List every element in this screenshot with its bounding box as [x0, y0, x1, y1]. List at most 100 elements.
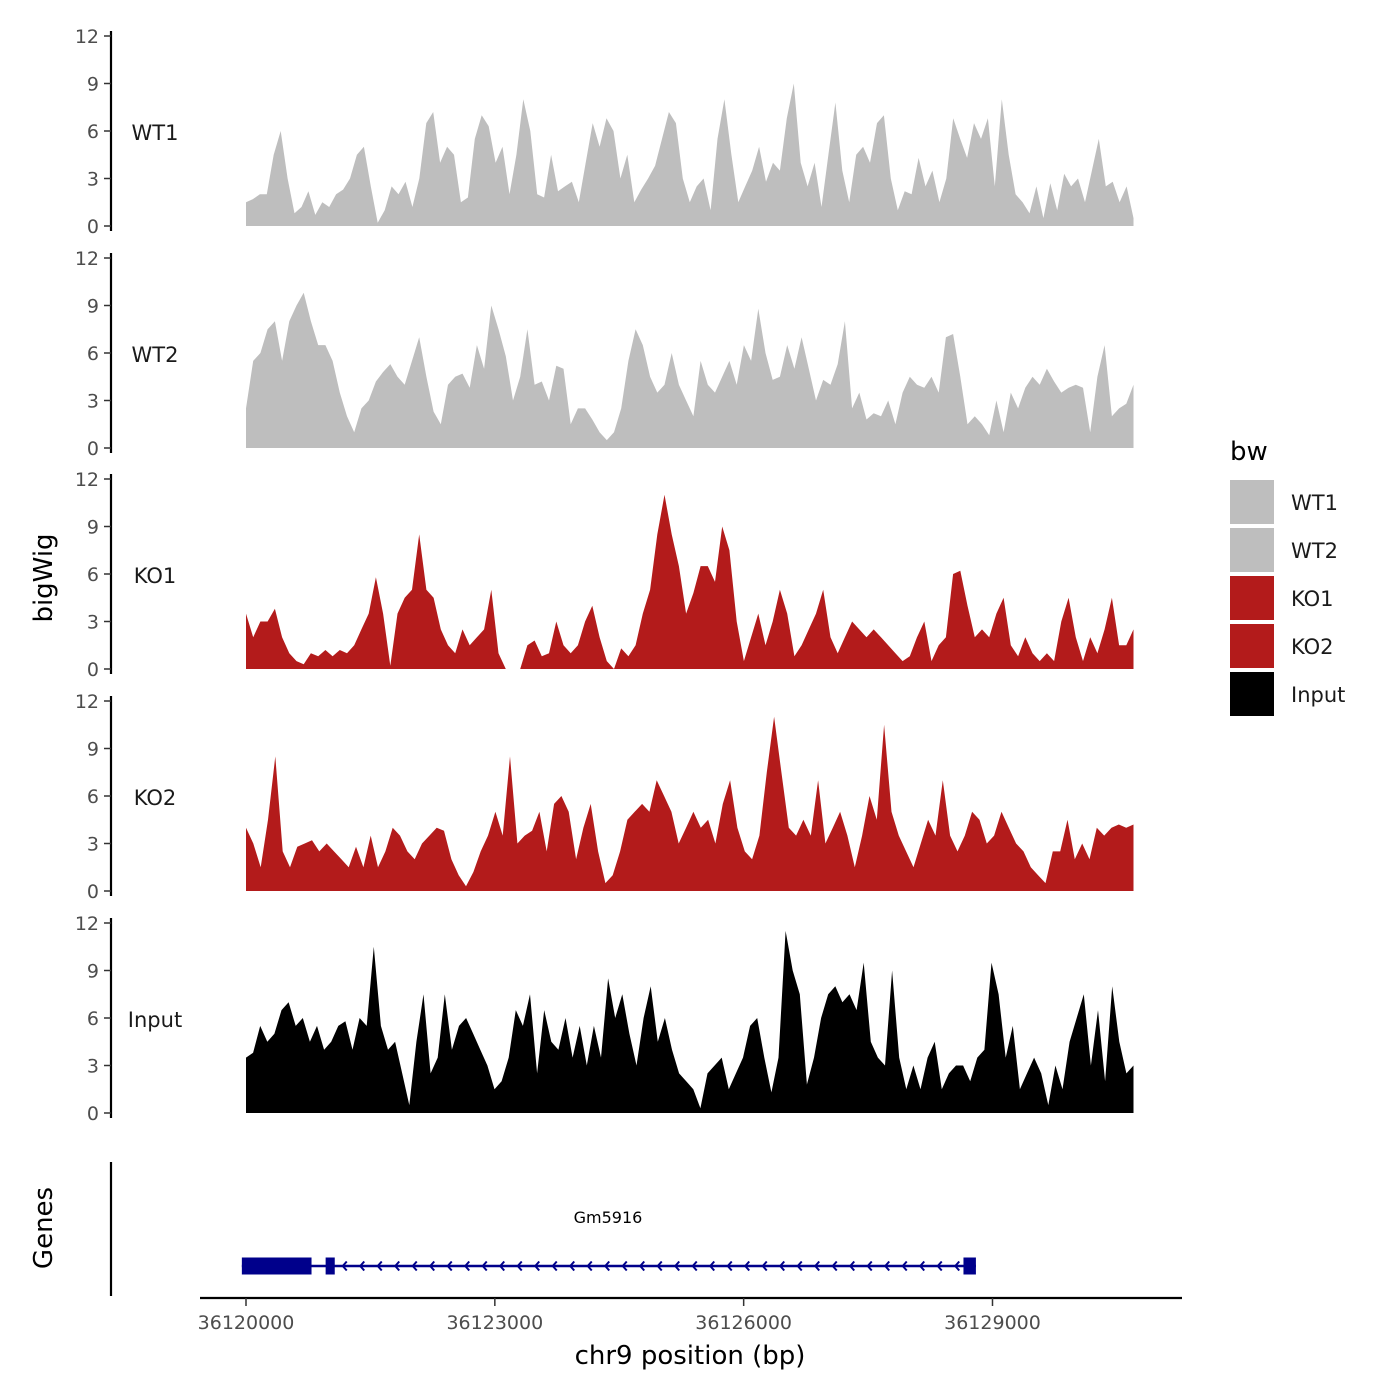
strand-arrow	[498, 1260, 505, 1272]
y-tick-label: 9	[87, 739, 99, 761]
y-tick-label: 0	[87, 216, 99, 238]
strand-arrow	[516, 1260, 523, 1272]
x-axis: 36120000 36123000 36126000 36129000	[198, 1296, 1182, 1334]
y-tick-label: 12	[75, 248, 99, 270]
strand-arrow	[936, 1260, 943, 1272]
strand-arrow	[341, 1260, 348, 1272]
y-axis-title: bigWig	[29, 533, 59, 622]
y-tick-label: 3	[87, 834, 99, 856]
coverage-area-ko1	[246, 494, 1134, 669]
legend-label: KO1	[1291, 587, 1334, 611]
strand-arrow	[918, 1260, 925, 1272]
legend-title: bw	[1230, 437, 1268, 467]
coverage-area-wt1	[246, 83, 1134, 226]
track-input: 0 3 6 9 12 Input	[75, 913, 1134, 1125]
y-tick-label: 6	[87, 1008, 99, 1030]
legend-swatch	[1230, 672, 1274, 716]
legend-item-wt1: WT1	[1230, 480, 1338, 524]
strand-arrow	[796, 1260, 803, 1272]
x-tick-label: 36120000	[198, 1312, 295, 1334]
x-axis-title: chr9 position (bp)	[575, 1341, 806, 1371]
y-tick-label: 12	[75, 913, 99, 935]
strand-arrow	[691, 1260, 698, 1272]
legend-items: WT1 WT2 KO1 KO2 Input	[1230, 480, 1345, 716]
strand-arrow	[831, 1260, 838, 1272]
strand-arrow	[603, 1260, 610, 1272]
gene-name-label: Gm5916	[574, 1208, 643, 1227]
legend-swatch	[1230, 528, 1274, 572]
track-label: WT2	[132, 343, 179, 367]
y-tick-label: 6	[87, 343, 99, 365]
strand-arrow	[848, 1260, 855, 1272]
coverage-area-ko2	[246, 716, 1134, 891]
y-tick-label: 3	[87, 1056, 99, 1078]
strand-arrow	[463, 1260, 470, 1272]
legend-label: Input	[1291, 683, 1345, 707]
strand-arrow	[866, 1260, 873, 1272]
legend-swatch	[1230, 576, 1274, 620]
x-tick-label: 36123000	[446, 1312, 543, 1334]
legend: bw WT1 WT2 KO1 KO2 Input	[1230, 437, 1345, 716]
track-label: KO2	[134, 786, 177, 810]
legend-label: KO2	[1291, 635, 1334, 659]
strand-arrow	[726, 1260, 733, 1272]
strand-arrow	[673, 1260, 680, 1272]
y-tick-label: 12	[75, 26, 99, 48]
strand-arrow	[883, 1260, 890, 1272]
gene-track-panel: Genes Gm5916	[29, 1162, 976, 1296]
strand-arrow	[586, 1260, 593, 1272]
track-label: Input	[128, 1008, 182, 1032]
y-tick-label: 3	[87, 391, 99, 413]
y-tick-label: 9	[87, 296, 99, 318]
legend-swatch	[1230, 480, 1274, 524]
y-tick-label: 0	[87, 659, 99, 681]
strand-arrow	[481, 1260, 488, 1272]
strand-arrow	[953, 1260, 960, 1272]
gene-track-title: Genes	[29, 1187, 59, 1269]
gene-exon	[325, 1257, 335, 1275]
strand-arrow	[376, 1260, 383, 1272]
strand-arrow	[393, 1260, 400, 1272]
y-tick-label: 9	[87, 961, 99, 983]
coverage-area-input	[246, 930, 1134, 1113]
strand-arrow	[428, 1260, 435, 1272]
strand-arrow	[411, 1260, 418, 1272]
gene-exon	[241, 1257, 312, 1275]
strand-arrow	[358, 1260, 365, 1272]
y-tick-label: 9	[87, 517, 99, 539]
strand-arrow	[446, 1260, 453, 1272]
legend-label: WT1	[1291, 491, 1338, 515]
x-tick-label: 36126000	[695, 1312, 792, 1334]
strand-arrow	[813, 1260, 820, 1272]
x-tick-label: 36129000	[944, 1312, 1041, 1334]
strand-arrow	[533, 1260, 540, 1272]
strand-arrow	[761, 1260, 768, 1272]
legend-item-ko2: KO2	[1230, 624, 1334, 668]
track-wt1: 0 3 6 9 12 WT1	[75, 26, 1134, 238]
y-tick-label: 3	[87, 612, 99, 634]
strand-arrow	[901, 1260, 908, 1272]
strand-arrow	[743, 1260, 750, 1272]
strand-arrow	[568, 1260, 575, 1272]
y-tick-label: 6	[87, 121, 99, 143]
strand-arrow	[638, 1260, 645, 1272]
strand-arrow	[621, 1260, 628, 1272]
legend-item-wt2: WT2	[1230, 528, 1338, 572]
y-tick-label: 6	[87, 564, 99, 586]
y-tick-label: 12	[75, 469, 99, 491]
legend-item-input: Input	[1230, 672, 1345, 716]
track-label: WT1	[132, 121, 179, 145]
y-tick-label: 12	[75, 691, 99, 713]
y-tick-label: 0	[87, 881, 99, 903]
y-tick-label: 9	[87, 74, 99, 96]
y-tick-label: 0	[87, 1103, 99, 1125]
track-ko2: 0 3 6 9 12 KO2	[75, 691, 1134, 903]
gene-exon	[963, 1257, 976, 1275]
track-ko1: 0 3 6 9 12 KO1	[75, 469, 1134, 681]
legend-label: WT2	[1291, 539, 1338, 563]
coverage-tracks: 0 3 6 9 12 WT1 0 3 6 9 12 WT2 0 3 6 9 12 KO1 0 3 6 9 12 KO2 0 3 6 9…	[75, 26, 1134, 1125]
strand-arrow	[708, 1260, 715, 1272]
track-label: KO1	[134, 564, 177, 588]
coverage-area-wt2	[246, 292, 1134, 448]
